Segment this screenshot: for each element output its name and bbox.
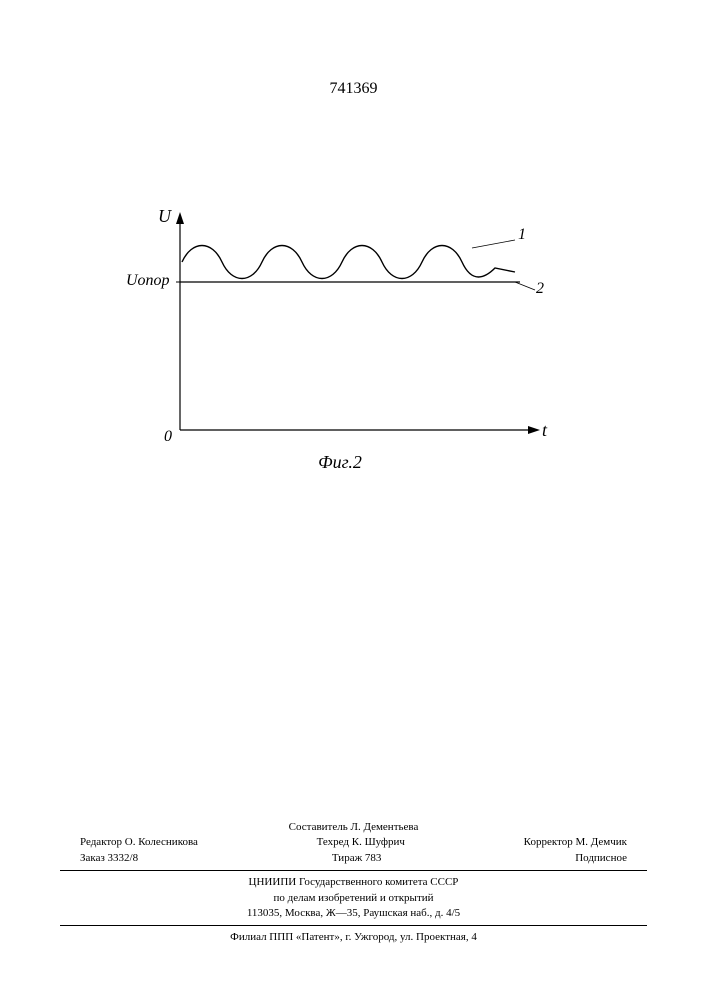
y-axis-label: U: [158, 206, 171, 227]
footer-org-1: ЦНИИПИ Государственного комитета СССР: [60, 875, 647, 890]
chart: U Uопор 0 t 1 2 Фиг.2: [120, 200, 560, 480]
footer-editor: Редактор О. Колесникова: [80, 835, 198, 850]
chart-svg: [120, 200, 560, 480]
origin-label: 0: [164, 428, 172, 446]
x-axis-label: t: [542, 420, 547, 441]
curve-1-label: 1: [518, 226, 526, 244]
footer-podpisnoe: Подписное: [575, 851, 627, 866]
page-number: 741369: [330, 80, 378, 98]
curve-2-label: 2: [536, 280, 544, 298]
footer-techred: Техред К. Шуфрич: [317, 835, 405, 850]
footer: Составитель Л. Дементьева Редактор О. Ко…: [60, 820, 647, 946]
footer-addr-1: 113035, Москва, Ж—35, Раушская наб., д. …: [60, 906, 647, 921]
footer-compiler: Составитель Л. Дементьева: [60, 820, 647, 835]
y-threshold-label: Uопор: [126, 272, 170, 290]
footer-corrector: Корректор М. Демчик: [524, 835, 627, 850]
footer-order: Заказ 3332/8: [80, 851, 138, 866]
footer-tirage: Тираж 783: [332, 851, 382, 866]
footer-addr-2: Филиал ППП «Патент», г. Ужгород, ул. Про…: [60, 930, 647, 945]
footer-org-2: по делам изобретений и открытий: [60, 891, 647, 906]
figure-caption: Фиг.2: [318, 452, 362, 473]
